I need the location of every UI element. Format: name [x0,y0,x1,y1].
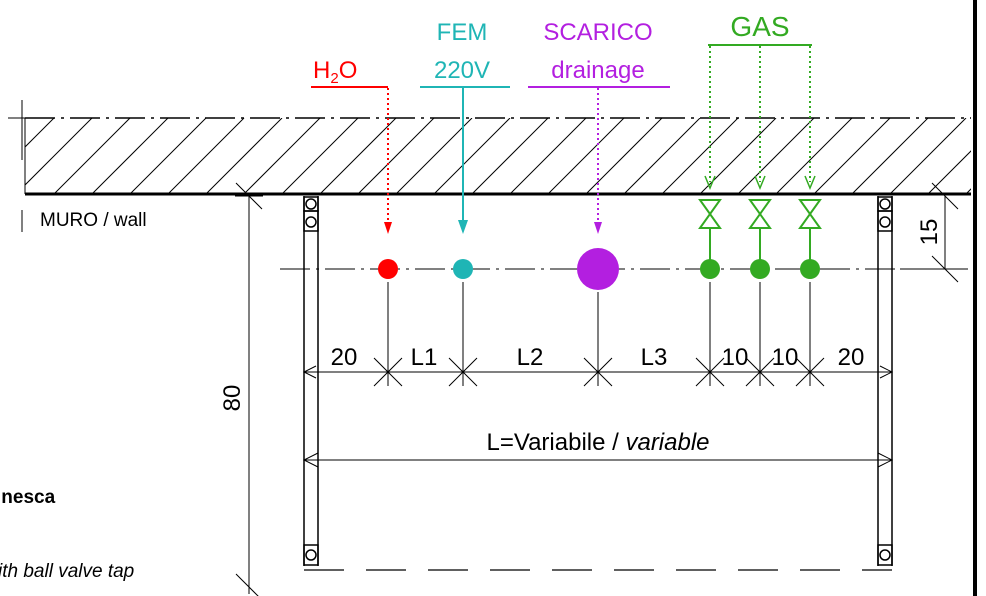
hatch-line [585,118,663,194]
gas-connection-3 [800,259,820,279]
cabinet-outline [303,196,893,571]
tick-388 [373,357,403,387]
gas-label: GAS [730,11,789,42]
hatch-line [889,118,967,194]
drain-label-group: SCARICO drainage [528,19,670,88]
dim-20-right: 20 [838,344,865,371]
hatch-line [319,118,397,194]
gas-valve-3 [798,199,822,229]
hatch-line [433,118,511,194]
gas-valve-1 [698,199,722,229]
hatch-line [25,118,55,148]
tick-710 [695,357,725,387]
dim-10-b: 10 [772,344,799,371]
foot-tl-circle-b [305,216,317,228]
gas-label-group: GAS [708,11,812,46]
depth-label: 80 [219,385,246,412]
tick-463 [448,357,478,387]
wall-label: MURO / wall [40,210,147,231]
feed-lines [384,46,816,234]
overall-length-dimension [302,452,894,468]
hatch-line [167,118,245,194]
hatch-line [851,118,929,194]
drain-arrow [594,222,602,234]
wall-hatch [0,118,971,194]
fem-label-bottom: 220V [434,57,490,84]
gas-valves [698,199,822,260]
tick-598 [583,357,613,387]
hatch-line [281,118,359,194]
foot-tr-circle-b [879,216,891,228]
dim-l1: L1 [411,344,438,371]
drain-connection [577,248,619,290]
foot-br [877,544,893,566]
hatch-line [395,118,473,194]
length-arrow-right [877,452,894,468]
offset-dimension [900,182,966,283]
hatch-line [471,118,549,194]
hatch-line [509,118,587,194]
tick-760 [745,357,775,387]
hatch-line [661,118,739,194]
gas-arrow-2 [754,175,766,190]
hatch-line [737,118,815,194]
gas-valve-2 [748,199,772,229]
tick-810 [795,357,825,387]
tick-right-arrow [879,365,894,379]
foot-tr-circle-a [879,198,891,210]
foot-bl-circle [305,549,317,561]
hatch-line [927,150,971,194]
hatch-line [243,118,321,194]
dim-l3: L3 [641,344,668,371]
hatch-line [25,118,93,186]
hatch-line [53,118,131,194]
foot-tl-2 [303,210,319,232]
hatch-line [547,118,625,194]
water-arrow [384,222,392,234]
length-arrow-left [302,452,319,468]
length-label: L=Variabile / variable [486,429,709,456]
foot-bl [303,544,319,566]
left-note-italic: ith ball valve tap [0,561,134,582]
foot-tl-circle-a [305,198,317,210]
connection-points [378,248,820,290]
fem-arrow [458,220,468,234]
dim-l2: L2 [517,344,544,371]
hatch-line [699,118,777,194]
water-connection [378,259,398,279]
tick-left-arrow [302,365,317,379]
gas-arrow-1 [704,175,716,190]
gas-arrow-3 [804,175,816,190]
dim-20-left: 20 [331,344,358,371]
dim-10-a: 10 [722,344,749,371]
fem-label-top: FEM [437,19,488,46]
left-note-bold: inesca [0,487,56,508]
hatch-line [91,118,169,194]
offset-label: 15 [916,219,943,246]
drain-label-bottom: drainage [551,57,644,84]
foot-tr-2 [877,210,893,232]
hatch-line [205,118,283,194]
offset-tick-top [931,182,959,210]
foot-br-circle [879,549,891,561]
dimension-labels: 20 L1 L2 L3 10 10 20 [331,344,865,371]
hatch-line [0,118,16,194]
hatch-line [623,118,701,194]
water-label: H2O [313,57,357,87]
water-label-group: H2O [311,57,388,88]
dimension-chain [302,282,894,387]
hatch-line [813,118,891,194]
fem-label-group: FEM 220V [420,19,510,88]
fem-connection [453,259,473,279]
hatch-line [775,118,853,194]
gas-connection-2 [750,259,770,279]
drain-label-top: SCARICO [543,19,652,46]
gas-connection-1 [700,259,720,279]
hatch-line [357,118,435,194]
wall-section [0,100,971,232]
depth-tick-top [235,182,263,210]
hatch-line [129,118,207,194]
